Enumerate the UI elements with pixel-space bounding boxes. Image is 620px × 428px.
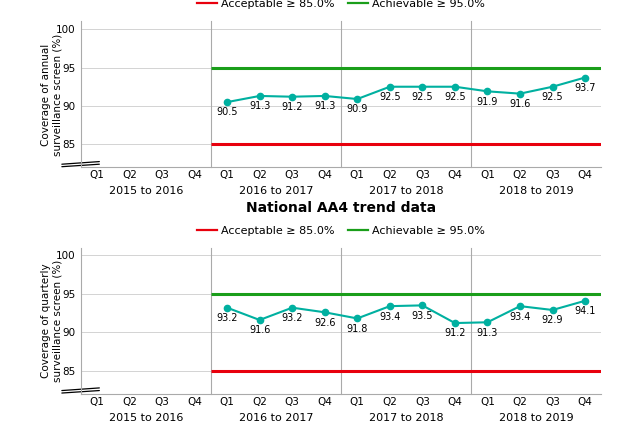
Text: 2018 to 2019: 2018 to 2019 [499,187,574,196]
Text: 2015 to 2016: 2015 to 2016 [108,187,183,196]
Text: 94.1: 94.1 [575,306,596,316]
Text: 93.4: 93.4 [379,312,401,321]
Text: 92.5: 92.5 [444,92,466,102]
Text: 91.2: 91.2 [444,328,466,339]
Y-axis label: Coverage of quarterly
surveillance screen (%): Coverage of quarterly surveillance scree… [41,260,63,382]
Legend: Acceptable ≥ 85.0%, Achievable ≥ 95.0%: Acceptable ≥ 85.0%, Achievable ≥ 95.0% [192,221,490,240]
Text: 91.6: 91.6 [249,325,270,336]
Text: 91.3: 91.3 [314,101,335,111]
Text: 90.9: 90.9 [347,104,368,114]
Text: 2018 to 2019: 2018 to 2019 [499,413,574,423]
Text: 2017 to 2018: 2017 to 2018 [369,187,443,196]
Text: 91.3: 91.3 [249,101,270,111]
Text: 92.5: 92.5 [379,92,401,102]
Title: National AA4 trend data: National AA4 trend data [246,201,436,214]
Text: 2016 to 2017: 2016 to 2017 [239,187,313,196]
Text: 92.5: 92.5 [412,92,433,102]
Text: 93.4: 93.4 [510,312,531,321]
Text: 92.6: 92.6 [314,318,335,328]
Text: 91.8: 91.8 [347,324,368,334]
Text: 93.7: 93.7 [574,83,596,93]
Text: 93.2: 93.2 [216,313,238,323]
Text: 2015 to 2016: 2015 to 2016 [108,413,183,423]
Text: 90.5: 90.5 [216,107,238,117]
Text: 2017 to 2018: 2017 to 2018 [369,413,443,423]
Text: 92.5: 92.5 [542,92,564,102]
Y-axis label: Coverage of annual
surveillance screen (%): Coverage of annual surveillance screen (… [41,33,63,155]
Text: 91.2: 91.2 [281,102,303,112]
Text: 93.5: 93.5 [412,311,433,321]
Text: 2016 to 2017: 2016 to 2017 [239,413,313,423]
Text: 93.2: 93.2 [281,313,303,323]
Legend: Acceptable ≥ 85.0%, Achievable ≥ 95.0%: Acceptable ≥ 85.0%, Achievable ≥ 95.0% [192,0,490,14]
Text: 92.9: 92.9 [542,315,564,325]
Text: 91.9: 91.9 [477,97,498,107]
Text: 91.3: 91.3 [477,328,498,338]
Text: 91.6: 91.6 [510,99,531,109]
